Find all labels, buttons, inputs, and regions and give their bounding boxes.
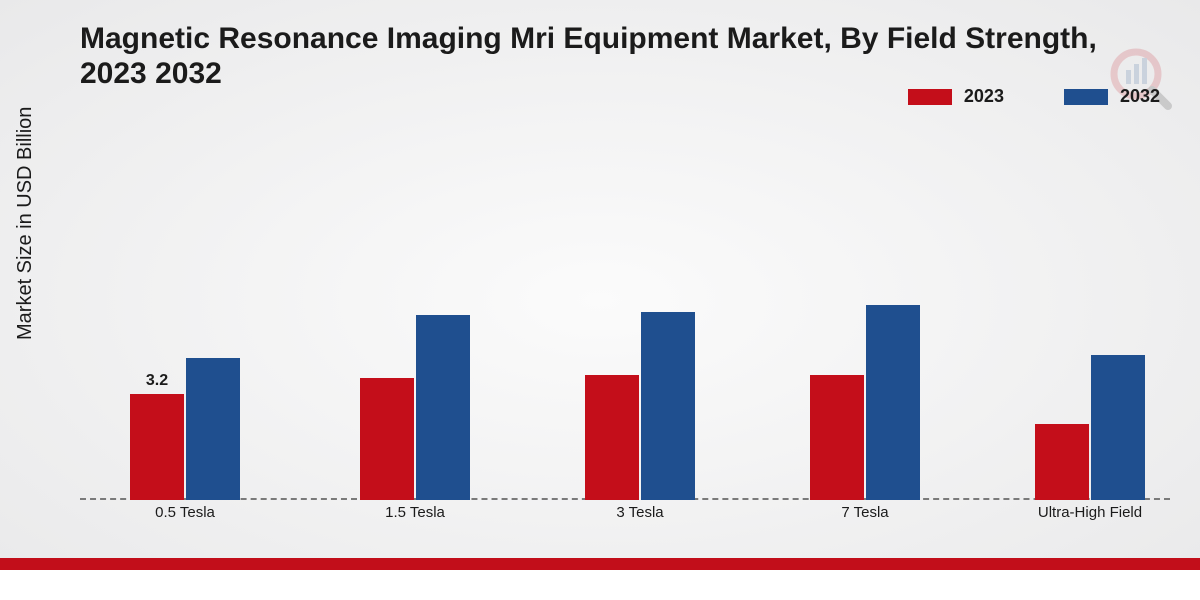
bar xyxy=(360,378,414,500)
bar xyxy=(641,312,695,500)
x-tick-label: 0.5 Tesla xyxy=(125,504,245,521)
x-axis-labels: 0.5 Tesla 1.5 Tesla 3 Tesla 7 Tesla Ultra-Hi… xyxy=(80,504,1170,544)
bar xyxy=(810,375,864,500)
legend-item-2023: 2023 xyxy=(908,86,1004,107)
y-axis-label: Market Size in USD Billion xyxy=(14,107,37,340)
legend-item-2032: 2032 xyxy=(1064,86,1160,107)
bar-group xyxy=(360,315,470,500)
bar xyxy=(585,375,639,500)
x-tick-label: 1.5 Tesla xyxy=(355,504,475,521)
legend: 2023 2032 xyxy=(908,86,1160,107)
bar-group xyxy=(585,312,695,500)
bar xyxy=(1091,355,1145,500)
bar xyxy=(866,305,920,500)
legend-label-2032: 2032 xyxy=(1120,86,1160,107)
x-tick-label: 7 Tesla xyxy=(805,504,925,521)
bar xyxy=(416,315,470,500)
legend-label-2023: 2023 xyxy=(964,86,1004,107)
footer-red-stripe xyxy=(0,558,1200,570)
bar xyxy=(1035,424,1089,500)
chart-title: Magnetic Resonance Imaging Mri Equipment… xyxy=(80,22,1140,91)
bar xyxy=(186,358,240,500)
x-tick-label: 3 Tesla xyxy=(580,504,700,521)
bar-value-label: 3.2 xyxy=(146,372,168,390)
x-tick-label: Ultra-High Field xyxy=(1030,504,1150,521)
bar xyxy=(130,394,184,500)
legend-swatch-2032 xyxy=(1064,89,1108,105)
bar-group xyxy=(1035,355,1145,500)
footer-white-stripe xyxy=(0,570,1200,600)
chart-container: Magnetic Resonance Imaging Mri Equipment… xyxy=(0,0,1200,600)
legend-swatch-2023 xyxy=(908,89,952,105)
plot-area: 3.2 xyxy=(80,170,1170,500)
bar-group xyxy=(810,305,920,500)
